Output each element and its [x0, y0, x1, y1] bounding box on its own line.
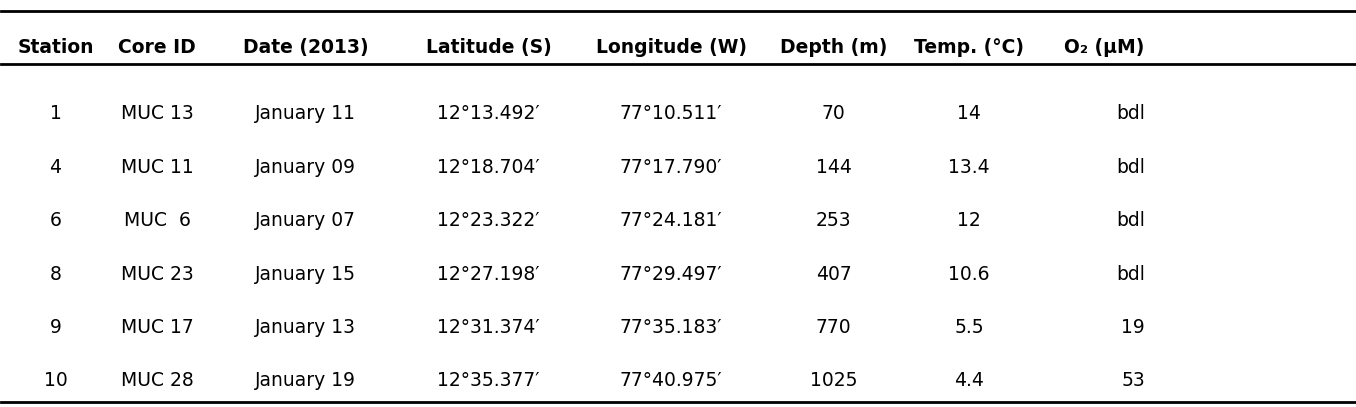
Text: January 15: January 15 — [255, 265, 357, 284]
Text: bdl: bdl — [1116, 105, 1144, 123]
Text: 1: 1 — [50, 105, 61, 123]
Text: Station: Station — [18, 38, 94, 57]
Text: O₂ (μM): O₂ (μM) — [1064, 38, 1144, 57]
Text: 53: 53 — [1121, 371, 1144, 390]
Text: Date (2013): Date (2013) — [243, 38, 369, 57]
Text: 77°17.790′: 77°17.790′ — [620, 158, 723, 177]
Text: 77°24.181′: 77°24.181′ — [620, 211, 723, 230]
Text: 144: 144 — [816, 158, 852, 177]
Text: 770: 770 — [816, 318, 852, 337]
Text: 77°35.183′: 77°35.183′ — [620, 318, 723, 337]
Text: 77°40.975′: 77°40.975′ — [620, 371, 723, 390]
Text: 10.6: 10.6 — [948, 265, 990, 284]
Text: 1025: 1025 — [810, 371, 857, 390]
Text: 8: 8 — [50, 265, 61, 284]
Text: 4: 4 — [50, 158, 61, 177]
Text: 19: 19 — [1121, 318, 1144, 337]
Text: 12°27.198′: 12°27.198′ — [437, 265, 540, 284]
Text: MUC 17: MUC 17 — [121, 318, 194, 337]
Text: January 13: January 13 — [255, 318, 357, 337]
Text: MUC 11: MUC 11 — [121, 158, 194, 177]
Text: 77°10.511′: 77°10.511′ — [620, 105, 723, 123]
Text: January 11: January 11 — [255, 105, 357, 123]
Text: 12°31.374′: 12°31.374′ — [437, 318, 540, 337]
Text: 407: 407 — [816, 265, 852, 284]
Text: Core ID: Core ID — [118, 38, 195, 57]
Text: 12°23.322′: 12°23.322′ — [437, 211, 540, 230]
Text: 5.5: 5.5 — [955, 318, 983, 337]
Text: 12°35.377′: 12°35.377′ — [437, 371, 540, 390]
Text: 77°29.497′: 77°29.497′ — [620, 265, 723, 284]
Text: Longitude (W): Longitude (W) — [595, 38, 747, 57]
Text: MUC 23: MUC 23 — [121, 265, 194, 284]
Text: 70: 70 — [822, 105, 846, 123]
Text: 10: 10 — [43, 371, 68, 390]
Text: 13.4: 13.4 — [948, 158, 990, 177]
Text: 12°13.492′: 12°13.492′ — [437, 105, 540, 123]
Text: Latitude (S): Latitude (S) — [426, 38, 552, 57]
Text: 12: 12 — [957, 211, 980, 230]
Text: bdl: bdl — [1116, 265, 1144, 284]
Text: January 19: January 19 — [255, 371, 357, 390]
Text: bdl: bdl — [1116, 211, 1144, 230]
Text: 253: 253 — [816, 211, 852, 230]
Text: Temp. (°C): Temp. (°C) — [914, 38, 1024, 57]
Text: 9: 9 — [50, 318, 61, 337]
Text: MUC 28: MUC 28 — [121, 371, 194, 390]
Text: January 09: January 09 — [255, 158, 357, 177]
Text: bdl: bdl — [1116, 158, 1144, 177]
Text: MUC 13: MUC 13 — [121, 105, 194, 123]
Text: Depth (m): Depth (m) — [780, 38, 887, 57]
Text: 6: 6 — [50, 211, 61, 230]
Text: January 07: January 07 — [255, 211, 357, 230]
Text: MUC  6: MUC 6 — [123, 211, 190, 230]
Text: 12°18.704′: 12°18.704′ — [437, 158, 540, 177]
Text: 4.4: 4.4 — [955, 371, 984, 390]
Text: 14: 14 — [957, 105, 980, 123]
